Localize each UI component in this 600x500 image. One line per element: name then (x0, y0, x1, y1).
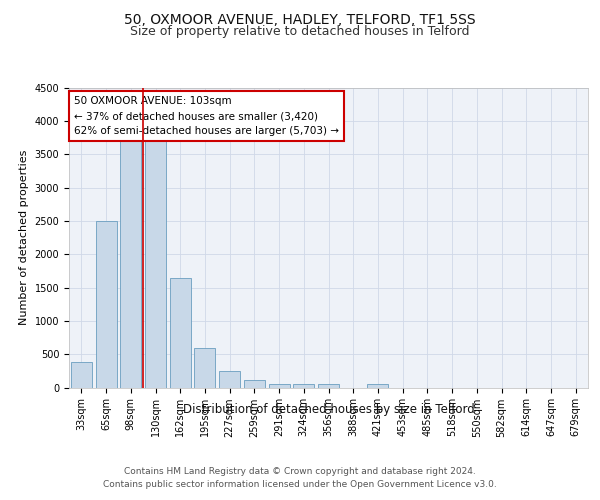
Bar (318, 384, 339, 388)
Text: Distribution of detached houses by size in Telford: Distribution of detached houses by size … (183, 402, 475, 415)
Bar (95, 221, 116, 388)
Bar (269, 384, 290, 388)
Bar (293, 384, 314, 388)
Bar (194, 348, 215, 388)
Bar (170, 278, 191, 388)
Bar (244, 380, 265, 388)
Text: 50 OXMOOR AVENUE: 103sqm
← 37% of detached houses are smaller (3,420)
62% of sem: 50 OXMOOR AVENUE: 103sqm ← 37% of detach… (74, 96, 339, 136)
Bar (367, 384, 388, 388)
Y-axis label: Number of detached properties: Number of detached properties (19, 150, 29, 325)
Text: 50, OXMOOR AVENUE, HADLEY, TELFORD, TF1 5SS: 50, OXMOOR AVENUE, HADLEY, TELFORD, TF1 … (124, 12, 476, 26)
Bar (71, 362, 92, 388)
Bar (219, 371, 240, 388)
Bar (120, 138, 141, 388)
Bar (145, 138, 166, 388)
Text: Contains HM Land Registry data © Crown copyright and database right 2024.
Contai: Contains HM Land Registry data © Crown c… (103, 468, 497, 489)
Text: Size of property relative to detached houses in Telford: Size of property relative to detached ho… (130, 25, 470, 38)
